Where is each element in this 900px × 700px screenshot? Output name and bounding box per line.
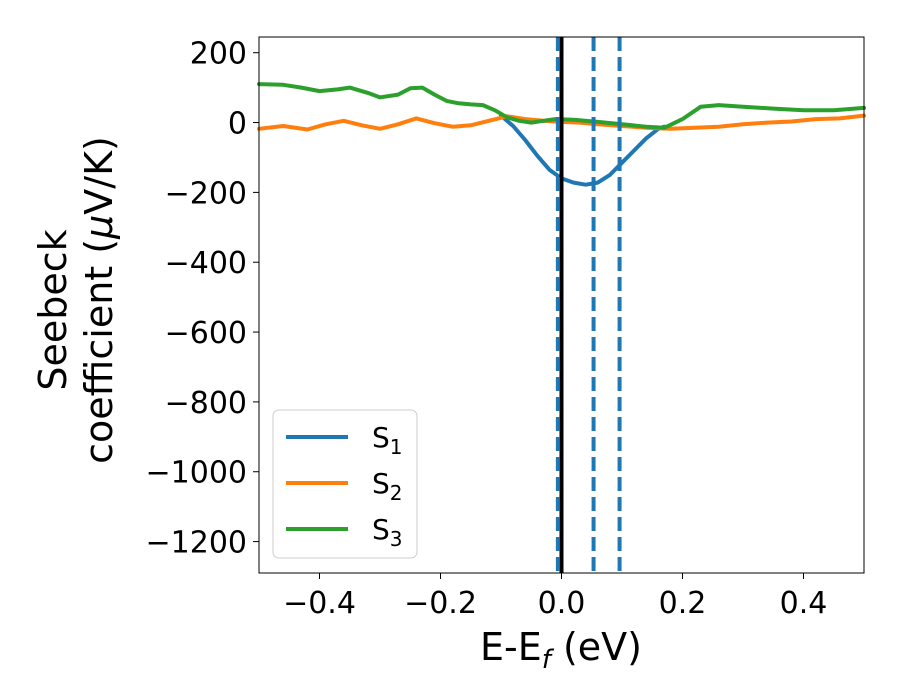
- x-tick-label: 0.4: [780, 586, 828, 621]
- legend-label-s2: S2: [372, 467, 403, 505]
- x-axis-title: E-Ef (eV): [480, 625, 642, 675]
- y-tick-label: 0: [228, 107, 247, 142]
- series-line-s3: [257, 82, 866, 130]
- legend-label-s1: S1: [372, 421, 403, 459]
- x-tick-label: −0.2: [404, 586, 477, 621]
- y-axis: 200 0 −200 −400 −600 −800 −1000 −1200: [146, 37, 259, 561]
- y-tick-label: 200: [190, 37, 247, 72]
- y-tick-label: −1200: [146, 526, 247, 561]
- y-tick-label: −800: [165, 386, 247, 421]
- y-axis-title-line1: Seebeck: [31, 229, 75, 390]
- series-line-s2: [257, 113, 866, 132]
- series-layer: [257, 82, 866, 187]
- series-line-s1: [499, 113, 667, 187]
- x-axis: −0.4 −0.2 0.0 0.2 0.4: [283, 573, 827, 621]
- y-tick-label: −200: [165, 176, 247, 211]
- y-tick-label: −600: [165, 316, 247, 351]
- vertical-line-layer: [555, 37, 622, 573]
- legend: S1 S2 S3: [272, 409, 418, 559]
- legend-label-s3: S3: [372, 513, 403, 551]
- x-tick-label: −0.4: [283, 586, 356, 621]
- x-tick-label: 0.0: [538, 586, 586, 621]
- x-tick-label: 0.2: [659, 586, 707, 621]
- y-tick-label: −400: [165, 246, 247, 281]
- y-tick-label: −1000: [146, 456, 247, 491]
- y-axis-title-line2: coefficient (μV/K): [77, 136, 121, 464]
